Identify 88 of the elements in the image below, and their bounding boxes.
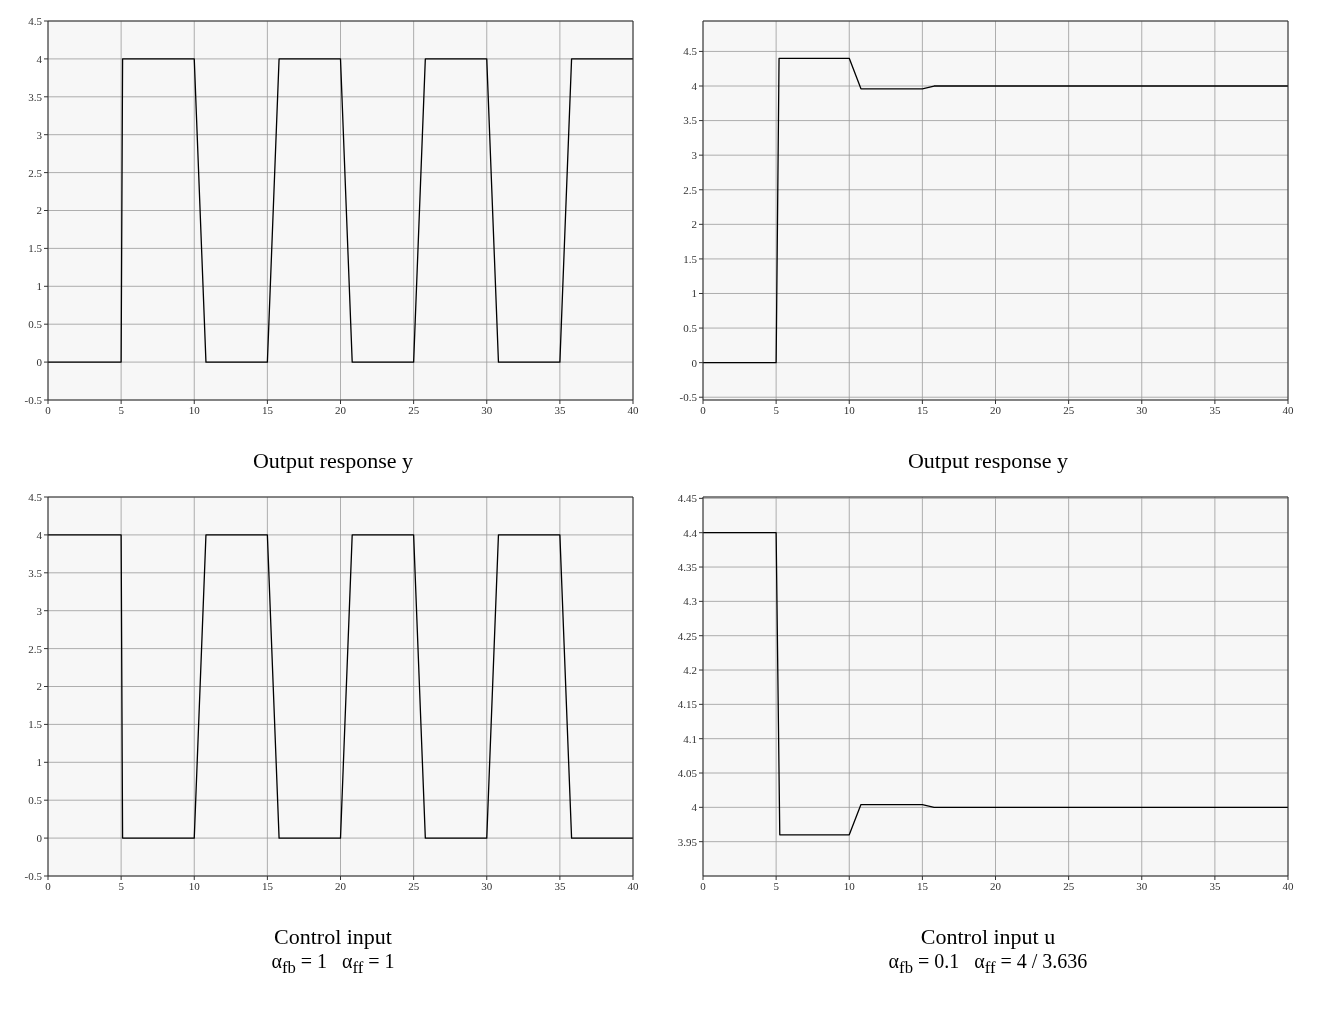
y-tick-label: 0.5 bbox=[28, 794, 43, 807]
y-tick-label: 3 bbox=[36, 128, 43, 141]
x-tick-label: 10 bbox=[843, 403, 856, 416]
x-tick-label: 25 bbox=[408, 403, 420, 416]
y-tick-label: 2 bbox=[36, 680, 42, 693]
x-tick-label: 30 bbox=[481, 879, 493, 892]
y-tick-label: 4.15 bbox=[677, 698, 698, 711]
y-tick-label: -0.5 bbox=[24, 393, 43, 406]
x-tick-label: 5 bbox=[118, 403, 125, 416]
x-tick-label: 10 bbox=[188, 879, 201, 892]
y-tick-label: 4 bbox=[691, 801, 698, 814]
y-tick-label: 1 bbox=[36, 280, 42, 293]
x-tick-label: 15 bbox=[261, 403, 274, 416]
x-tick-label: 40 bbox=[1282, 403, 1294, 416]
y-tick-label: 3.5 bbox=[28, 90, 43, 103]
text: α$_{fb}$ = 1 α$_{ff}$ = 1 bbox=[270, 950, 396, 978]
x-tick-label: 15 bbox=[261, 879, 274, 892]
x-tick-label: 25 bbox=[1063, 879, 1075, 892]
x-tick-label: 35 bbox=[554, 879, 566, 892]
y-tick-label: 2 bbox=[691, 218, 697, 231]
text: α$_{fb}$ = 0.1 α$_{ff}$ = 4 / 3.636 bbox=[887, 950, 1089, 978]
x-tick-label: 30 bbox=[481, 403, 493, 416]
y-tick-label: -0.5 bbox=[24, 869, 43, 882]
line-series bbox=[703, 532, 1288, 836]
x-axis-title: Output response y bbox=[906, 448, 1070, 474]
y-tick-label: 1.5 bbox=[683, 252, 698, 265]
y-tick-label: 4.2 bbox=[683, 663, 697, 676]
y-tick-label: 0 bbox=[691, 356, 698, 369]
y-tick-label: 4.4 bbox=[683, 526, 698, 539]
y-tick-label: 4 bbox=[36, 52, 43, 65]
x-tick-label: 30 bbox=[1136, 403, 1148, 416]
y-tick-label: 4.1 bbox=[683, 732, 697, 745]
x-tick-label: 40 bbox=[1282, 879, 1294, 892]
y-tick-label: 1 bbox=[36, 756, 42, 769]
y-tick-label: 3.5 bbox=[683, 114, 698, 127]
y-tick-label: 4.5 bbox=[683, 45, 698, 58]
y-tick-label: 4 bbox=[691, 79, 698, 92]
x-tick-label: 5 bbox=[118, 879, 125, 892]
x-axis-title: Control input bbox=[273, 924, 393, 950]
x-tick-label: 35 bbox=[554, 403, 566, 416]
y-tick-label: 4.25 bbox=[677, 629, 698, 642]
y-tick-label: 0 bbox=[36, 356, 43, 369]
y-tick-label: 1 bbox=[691, 287, 697, 300]
y-tick-label: 3.5 bbox=[28, 566, 43, 579]
y-tick-label: 4.3 bbox=[683, 595, 698, 608]
y-tick-label: 2.5 bbox=[28, 166, 43, 179]
x-tick-label: 40 bbox=[627, 879, 639, 892]
x-tick-label: 0 bbox=[700, 879, 707, 892]
x-tick-label: 25 bbox=[1063, 403, 1075, 416]
x-tick-label: 10 bbox=[188, 403, 201, 416]
x-tick-label: 10 bbox=[843, 879, 856, 892]
x-tick-label: 0 bbox=[700, 403, 707, 416]
y-tick-label: 0 bbox=[36, 832, 43, 845]
x-tick-label: 15 bbox=[916, 879, 929, 892]
y-tick-label: -0.5 bbox=[679, 391, 698, 404]
y-tick-label: 4 bbox=[36, 528, 43, 541]
x-tick-label: 5 bbox=[773, 879, 780, 892]
y-tick-label: 2 bbox=[36, 204, 42, 217]
x-tick-label: 25 bbox=[408, 879, 420, 892]
x-tick-label: 0 bbox=[45, 403, 52, 416]
y-tick-label: 4.5 bbox=[28, 490, 43, 503]
y-tick-label: 0.5 bbox=[683, 321, 698, 334]
y-tick-label: 4.35 bbox=[677, 560, 698, 573]
x-tick-label: 35 bbox=[1209, 879, 1221, 892]
line-series bbox=[703, 57, 1288, 364]
y-tick-label: 1.5 bbox=[28, 242, 43, 255]
y-tick-label: 4.5 bbox=[28, 14, 43, 27]
x-tick-label: 40 bbox=[627, 403, 639, 416]
x-tick-label: 20 bbox=[335, 403, 347, 416]
x-tick-label: 35 bbox=[1209, 403, 1221, 416]
x-tick-label: 20 bbox=[990, 403, 1002, 416]
y-tick-label: 3 bbox=[691, 149, 698, 162]
x-tick-label: 20 bbox=[990, 879, 1002, 892]
x-tick-label: 20 bbox=[335, 879, 347, 892]
y-tick-label: 4.05 bbox=[677, 766, 698, 779]
y-tick-label: 4.45 bbox=[677, 492, 698, 505]
y-tick-label: 1.5 bbox=[28, 718, 43, 731]
y-tick-label: 0.5 bbox=[28, 318, 43, 331]
x-tick-label: 15 bbox=[916, 403, 929, 416]
y-tick-label: 3.95 bbox=[677, 835, 698, 848]
x-tick-label: 0 bbox=[45, 879, 52, 892]
y-tick-label: 3 bbox=[36, 604, 43, 617]
x-tick-label: 30 bbox=[1136, 879, 1148, 892]
x-tick-label: 5 bbox=[773, 403, 780, 416]
x-axis-title: Output response y bbox=[251, 448, 415, 474]
y-tick-label: 2.5 bbox=[28, 642, 43, 655]
x-axis-title: Control input u bbox=[919, 924, 1057, 950]
y-tick-label: 2.5 bbox=[683, 183, 698, 196]
